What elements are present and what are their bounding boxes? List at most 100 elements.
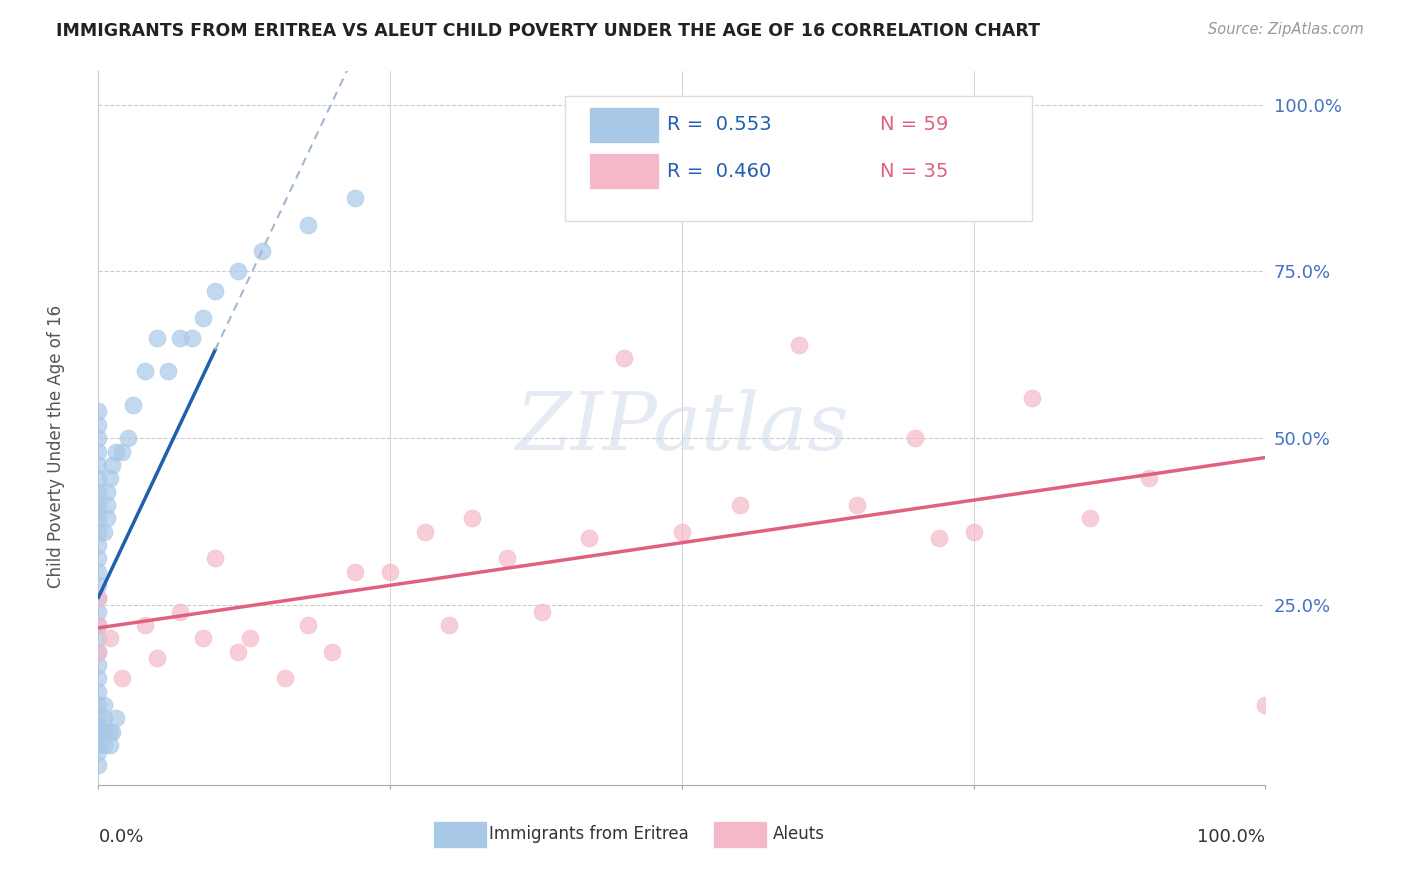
Text: Immigrants from Eritrea: Immigrants from Eritrea (489, 825, 689, 843)
Point (344, 565, 367, 579)
FancyBboxPatch shape (565, 96, 1032, 221)
Point (274, 671, 297, 685)
Point (157, 364, 180, 378)
Point (87, 684, 110, 698)
Text: R =  0.553: R = 0.553 (666, 115, 772, 135)
Point (928, 531, 950, 545)
Point (730, 498, 752, 512)
Point (228, 644, 250, 658)
Point (962, 524, 984, 539)
Point (93, 698, 115, 712)
Point (169, 605, 191, 619)
Point (297, 218, 319, 232)
Text: N = 59: N = 59 (880, 115, 949, 135)
Point (134, 364, 156, 378)
Point (93, 724, 115, 739)
Text: Aleuts: Aleuts (773, 825, 825, 843)
Point (180, 331, 202, 345)
Point (578, 531, 600, 545)
Point (87, 591, 110, 606)
Point (87, 471, 110, 485)
Point (93, 711, 115, 725)
Point (87, 605, 110, 619)
Point (321, 644, 343, 658)
Point (904, 431, 927, 445)
Point (87, 404, 110, 418)
Point (87, 657, 110, 672)
Point (787, 338, 810, 352)
Point (87, 718, 110, 732)
Point (111, 444, 134, 458)
Point (87, 538, 110, 552)
Text: Source: ZipAtlas.com: Source: ZipAtlas.com (1208, 22, 1364, 37)
Point (87, 644, 110, 658)
Point (101, 458, 124, 472)
Text: IMMIGRANTS FROM ERITREA VS ALEUT CHILD POVERTY UNDER THE AGE OF 16 CORRELATION C: IMMIGRANTS FROM ERITREA VS ALEUT CHILD P… (56, 22, 1040, 40)
Point (104, 711, 127, 725)
Point (1021, 391, 1043, 405)
Point (87, 758, 110, 772)
Point (228, 264, 250, 278)
Point (87, 444, 110, 458)
Point (846, 498, 869, 512)
Point (87, 578, 110, 592)
Point (1137, 471, 1160, 485)
Point (96, 498, 118, 512)
Point (87, 431, 110, 445)
Point (169, 331, 191, 345)
Point (193, 311, 215, 326)
Point (87, 738, 110, 752)
Text: 100.0%: 100.0% (1198, 828, 1265, 846)
Point (93, 524, 115, 539)
Point (98, 471, 121, 485)
Point (87, 591, 110, 606)
Point (1080, 511, 1102, 525)
Point (239, 632, 262, 646)
Point (146, 651, 169, 665)
Point (87, 551, 110, 566)
FancyBboxPatch shape (589, 107, 658, 143)
Point (87, 745, 110, 759)
Point (1254, 698, 1277, 712)
Point (250, 244, 273, 259)
Point (87, 618, 110, 632)
Point (530, 605, 553, 619)
Point (98, 738, 121, 752)
Text: N = 35: N = 35 (880, 161, 949, 181)
Point (344, 191, 367, 205)
FancyBboxPatch shape (713, 821, 768, 847)
Point (98, 724, 121, 739)
Point (87, 618, 110, 632)
Point (87, 731, 110, 746)
Point (437, 618, 460, 632)
Point (496, 551, 519, 566)
Point (87, 417, 110, 432)
Point (87, 484, 110, 499)
Point (87, 711, 110, 725)
Point (461, 511, 484, 525)
Text: Child Poverty Under the Age of 16: Child Poverty Under the Age of 16 (48, 304, 65, 588)
Point (104, 444, 127, 458)
Point (671, 524, 693, 539)
FancyBboxPatch shape (589, 153, 658, 189)
Point (87, 511, 110, 525)
Point (101, 724, 124, 739)
Point (134, 618, 156, 632)
Point (380, 565, 402, 579)
Point (96, 484, 118, 499)
Point (93, 738, 115, 752)
Point (117, 431, 139, 445)
Point (87, 698, 110, 712)
Point (87, 671, 110, 685)
Point (87, 498, 110, 512)
Point (87, 724, 110, 739)
Point (87, 524, 110, 539)
Point (204, 551, 226, 566)
Point (122, 398, 145, 412)
Point (87, 565, 110, 579)
Point (87, 632, 110, 646)
Point (146, 331, 169, 345)
Text: R =  0.460: R = 0.460 (666, 161, 770, 181)
Text: 0.0%: 0.0% (98, 828, 143, 846)
Point (297, 618, 319, 632)
